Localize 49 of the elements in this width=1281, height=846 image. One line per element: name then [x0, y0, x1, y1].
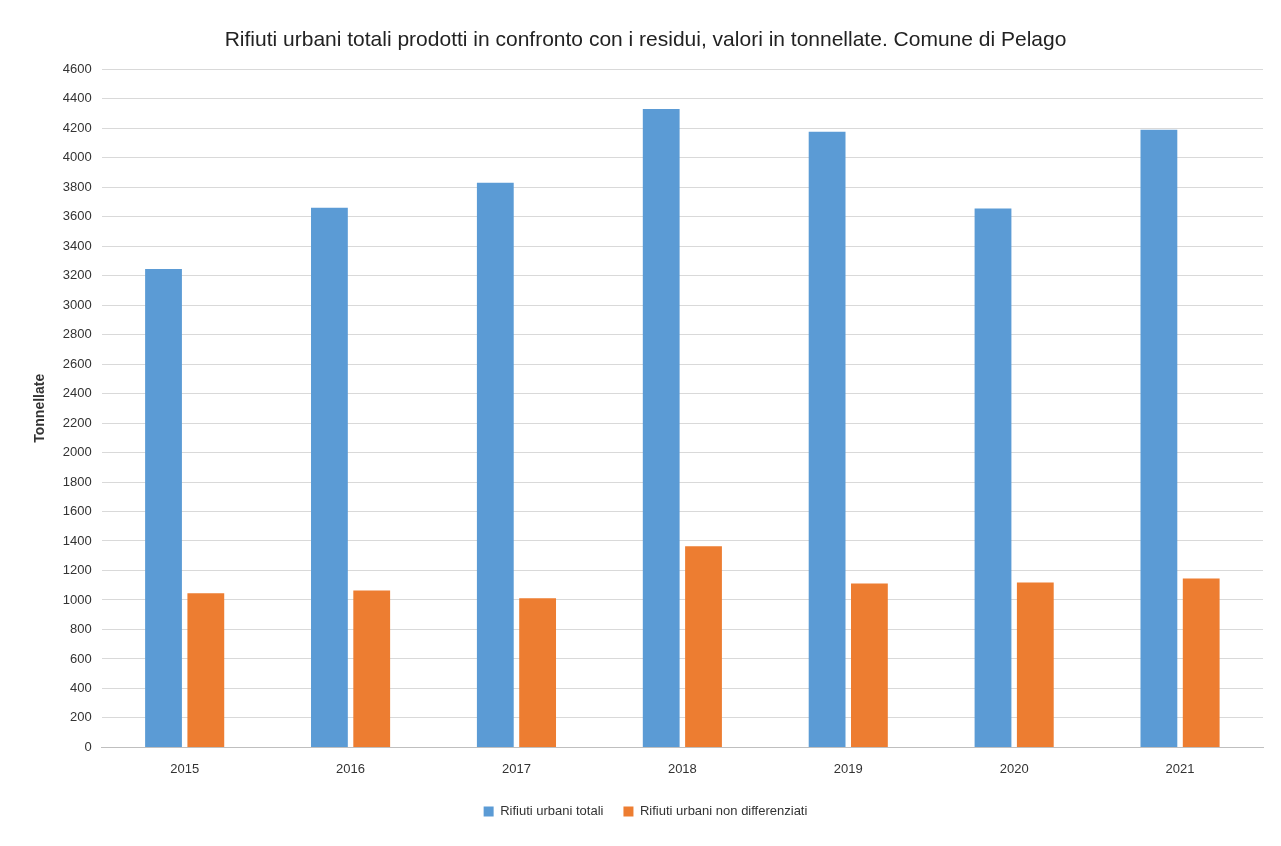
bar: [1140, 129, 1178, 747]
bar: [1016, 582, 1054, 747]
bar: [311, 207, 348, 747]
y-tick-label: 3000: [62, 296, 92, 312]
x-tick-label: 2017: [502, 760, 531, 776]
y-tick-label: 1600: [62, 503, 92, 519]
legend-label: Rifiuti urbani totali: [500, 803, 604, 819]
y-tick-label: 2400: [62, 385, 92, 401]
x-tick-label: 2021: [1165, 760, 1195, 776]
y-tick-label: 0: [84, 738, 92, 754]
bar: [145, 268, 182, 747]
y-tick-label: 600: [70, 650, 92, 666]
bar: [974, 208, 1012, 747]
y-tick-label: 3800: [62, 178, 92, 194]
y-tick-label: 1000: [62, 591, 92, 607]
x-tick-label: 2016: [336, 760, 366, 776]
y-tick-label: 2200: [62, 414, 92, 430]
bar: [808, 131, 846, 747]
y-tick-label: 1400: [62, 532, 92, 548]
bar: [353, 590, 391, 747]
bar: [187, 593, 225, 747]
y-tick-label: 4200: [62, 119, 92, 135]
y-tick-label: 2600: [62, 355, 92, 371]
y-axis-title: Tonnellate: [31, 373, 48, 443]
y-tick-label: 400: [70, 680, 92, 695]
y-tick-label: 4400: [62, 90, 92, 106]
chart-title: Rifiuti urbani totali prodotti in confronto con i residui, valori in tonnellate. Comune di Pelago: [224, 27, 1067, 51]
x-tick-label: 2018: [667, 760, 697, 776]
y-tick-label: 1800: [62, 473, 92, 489]
y-tick-label: 1200: [62, 562, 92, 578]
bar: [519, 598, 557, 747]
y-tick-label: 3400: [62, 237, 92, 253]
x-tick-label: 2015: [170, 760, 200, 776]
y-tick-label: 800: [70, 621, 92, 637]
y-tick-label: 200: [70, 709, 92, 725]
y-tick-label: 3600: [62, 208, 92, 224]
bar: [685, 546, 722, 747]
bar: [642, 109, 680, 747]
y-tick-label: 2000: [62, 444, 92, 460]
x-tick-label: 2019: [833, 760, 863, 776]
y-tick-label: 2800: [62, 326, 92, 342]
bar: [476, 182, 514, 747]
x-tick-label: 2020: [999, 760, 1029, 776]
y-tick-label: 3200: [62, 267, 92, 283]
bar: [1182, 578, 1220, 747]
legend-label: Rifiuti urbani non differenziati: [639, 803, 808, 819]
y-tick-label: 4000: [62, 149, 92, 165]
y-tick-label: 4600: [62, 60, 92, 76]
bar: [851, 583, 888, 747]
